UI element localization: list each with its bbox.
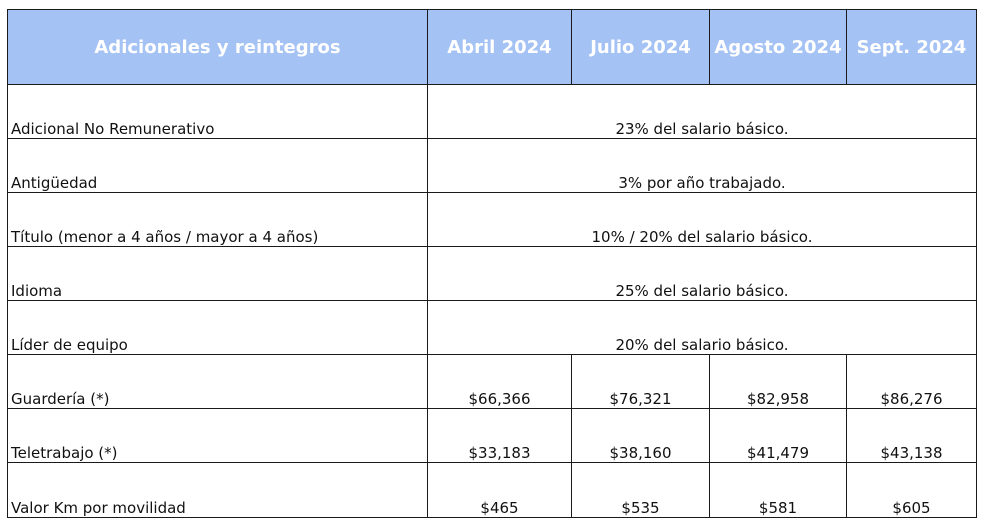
row-span-value: 20% del salario básico. — [427, 300, 977, 355]
table-row: Adicional No Remunerativo 23% del salari… — [7, 84, 977, 139]
cell-sept: $43,138 — [846, 408, 977, 463]
row-span-value: 23% del salario básico. — [427, 84, 977, 139]
row-label: Teletrabajo (*) — [7, 408, 428, 463]
header-category: Adicionales y reintegros — [7, 9, 428, 85]
row-label: Guardería (*) — [7, 354, 428, 409]
row-label: Título (menor a 4 años / mayor a 4 años) — [7, 192, 428, 247]
row-label: Antigüedad — [7, 138, 428, 193]
cell-abril: $33,183 — [427, 408, 572, 463]
cell-agosto: $41,479 — [709, 408, 847, 463]
header-col-sept: Sept. 2024 — [846, 9, 977, 85]
header-col-julio: Julio 2024 — [571, 9, 710, 85]
row-span-value: 10% / 20% del salario básico. — [427, 192, 977, 247]
table-row: Guardería (*) $66,366 $76,321 $82,958 $8… — [7, 354, 977, 409]
cell-agosto: $82,958 — [709, 354, 847, 409]
table-row: Teletrabajo (*) $33,183 $38,160 $41,479 … — [7, 408, 977, 463]
cell-sept: $605 — [846, 462, 977, 518]
cell-abril: $66,366 — [427, 354, 572, 409]
header-row: Adicionales y reintegros Abril 2024 Juli… — [7, 9, 977, 85]
cell-julio: $38,160 — [571, 408, 710, 463]
cell-julio: $76,321 — [571, 354, 710, 409]
cell-sept: $86,276 — [846, 354, 977, 409]
row-span-value: 3% por año trabajado. — [427, 138, 977, 193]
table-row: Título (menor a 4 años / mayor a 4 años)… — [7, 192, 977, 247]
row-label: Idioma — [7, 246, 428, 301]
cell-abril: $465 — [427, 462, 572, 518]
row-label: Adicional No Remunerativo — [7, 84, 428, 139]
row-label: Valor Km por movilidad — [7, 462, 428, 518]
row-span-value: 25% del salario básico. — [427, 246, 977, 301]
table-row: Líder de equipo 20% del salario básico. — [7, 300, 977, 355]
header-col-agosto: Agosto 2024 — [709, 9, 847, 85]
cell-julio: $535 — [571, 462, 710, 518]
cell-agosto: $581 — [709, 462, 847, 518]
table-row: Idioma 25% del salario básico. — [7, 246, 977, 301]
adicionales-table: Adicionales y reintegros Abril 2024 Juli… — [7, 9, 977, 518]
row-label: Líder de equipo — [7, 300, 428, 355]
header-col-abril: Abril 2024 — [427, 9, 572, 85]
table-row: Valor Km por movilidad $465 $535 $581 $6… — [7, 462, 977, 518]
table-row: Antigüedad 3% por año trabajado. — [7, 138, 977, 193]
